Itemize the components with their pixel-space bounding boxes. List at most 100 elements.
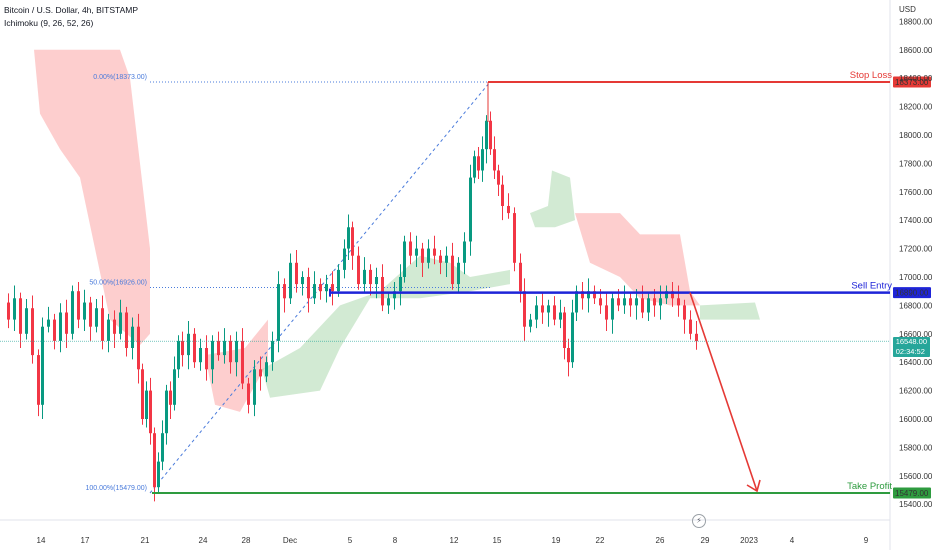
candle-body <box>347 227 350 249</box>
time-tick-label: 29 <box>701 536 710 545</box>
time-tick-label: 14 <box>37 536 46 545</box>
symbol-title[interactable]: Bitcoin / U.S. Dollar, 4h, BITSTAMP <box>4 5 138 15</box>
candle-body <box>375 276 378 285</box>
candle-body <box>199 347 202 363</box>
candle-body <box>489 120 492 150</box>
price-tick-label: 16000.00 <box>899 415 932 424</box>
replay-icon[interactable]: ⚡ <box>692 514 706 528</box>
price-axis[interactable]: USD 15400.00 15600.00 15800.00 16000.00 16200… <box>899 5 932 509</box>
time-tick-label: 4 <box>790 536 795 545</box>
cloud-bullish <box>530 170 575 228</box>
candle-body <box>497 170 500 185</box>
candle-body <box>277 284 280 341</box>
candle-body <box>369 269 372 285</box>
candle-body <box>71 291 74 334</box>
candle-body <box>567 347 570 363</box>
time-tick-label: 15 <box>493 536 502 545</box>
candlestick-series <box>7 111 698 502</box>
candle-body <box>319 284 322 292</box>
candle-body <box>671 291 674 299</box>
candle-body <box>581 291 584 299</box>
candle-body <box>421 248 424 263</box>
candle-body <box>563 312 566 348</box>
candle-body <box>529 319 532 327</box>
candle-body <box>211 340 214 370</box>
ichimoku-cloud <box>34 49 760 412</box>
candle-body <box>605 305 608 320</box>
time-axis[interactable]: 14 17 21 24 28 Dec 5 8 12 15 19 22 26 29 2023 4 9 <box>37 536 869 545</box>
candle-body <box>205 347 208 370</box>
candle-body <box>653 298 656 306</box>
price-tick-label: 15400.00 <box>899 500 932 509</box>
candle-body <box>145 390 148 420</box>
candle-body <box>519 262 522 292</box>
candle-body <box>331 284 334 292</box>
candle-body <box>165 390 168 434</box>
time-tick-label: 8 <box>393 536 398 545</box>
time-tick-label: 21 <box>141 536 150 545</box>
candle-body <box>157 461 160 488</box>
candle-body <box>307 276 310 299</box>
price-tick-label: 16400.00 <box>899 358 932 367</box>
candle-body <box>611 298 614 320</box>
candle-body <box>141 369 144 420</box>
time-tick-label: 24 <box>199 536 208 545</box>
candle-body <box>535 305 538 320</box>
candle-body <box>415 248 418 256</box>
candle-body <box>223 340 226 356</box>
projection-arrow[interactable] <box>689 292 761 493</box>
candle-body <box>501 184 504 206</box>
candle-body <box>507 205 510 214</box>
candle-body <box>107 319 110 341</box>
candle-body <box>295 262 298 285</box>
candle-body <box>235 340 238 363</box>
candle-body <box>439 255 442 263</box>
candle-body <box>289 262 292 299</box>
candle-body <box>265 362 268 377</box>
candle-body <box>457 262 460 285</box>
take-profit-label: Take Profit <box>847 481 892 492</box>
candle-body <box>113 319 116 334</box>
candle-body <box>451 255 454 285</box>
candle-body <box>313 284 316 299</box>
candle-body <box>599 298 602 306</box>
candle-body <box>683 305 686 320</box>
candle-body <box>571 312 574 363</box>
cloud-bullish <box>700 302 760 320</box>
candle-body <box>689 319 692 334</box>
candle-body <box>559 312 562 320</box>
candle-body <box>13 298 16 320</box>
currency-label: USD <box>899 5 916 14</box>
candle-body <box>647 298 650 313</box>
time-tick-label: 5 <box>348 536 353 545</box>
cloud-bearish <box>575 213 700 306</box>
gridlines <box>0 0 891 550</box>
candle-body <box>523 291 526 327</box>
candle-body <box>193 333 196 363</box>
indicator-legend[interactable]: Ichimoku (9, 26, 52, 26) <box>4 18 94 28</box>
cloud-bearish <box>34 49 150 346</box>
take-profit-price-text: 15479.00 <box>895 489 929 498</box>
candle-body <box>343 248 346 270</box>
countdown-timer: 02:34:52 <box>895 347 925 357</box>
candle-body <box>513 213 516 263</box>
candle-body <box>541 305 544 313</box>
sell-entry-price-badge <box>893 287 931 299</box>
price-tick-label: 15800.00 <box>899 443 932 452</box>
candle-body <box>301 276 304 285</box>
candle-body <box>363 269 366 285</box>
fib-level-label: 50.00%(16926.00) <box>89 280 147 287</box>
price-tick-label: 16800.00 <box>899 301 932 310</box>
price-tick-label: 17600.00 <box>899 188 932 197</box>
time-tick-label: 9 <box>864 536 869 545</box>
candle-body <box>387 298 390 306</box>
candle-body <box>153 433 156 488</box>
candle-body <box>351 227 354 256</box>
price-tick-label: 17800.00 <box>899 159 932 168</box>
candle-body <box>357 255 360 285</box>
candle-body <box>7 302 10 320</box>
candle-body <box>65 312 68 334</box>
candle-body <box>399 276 402 292</box>
